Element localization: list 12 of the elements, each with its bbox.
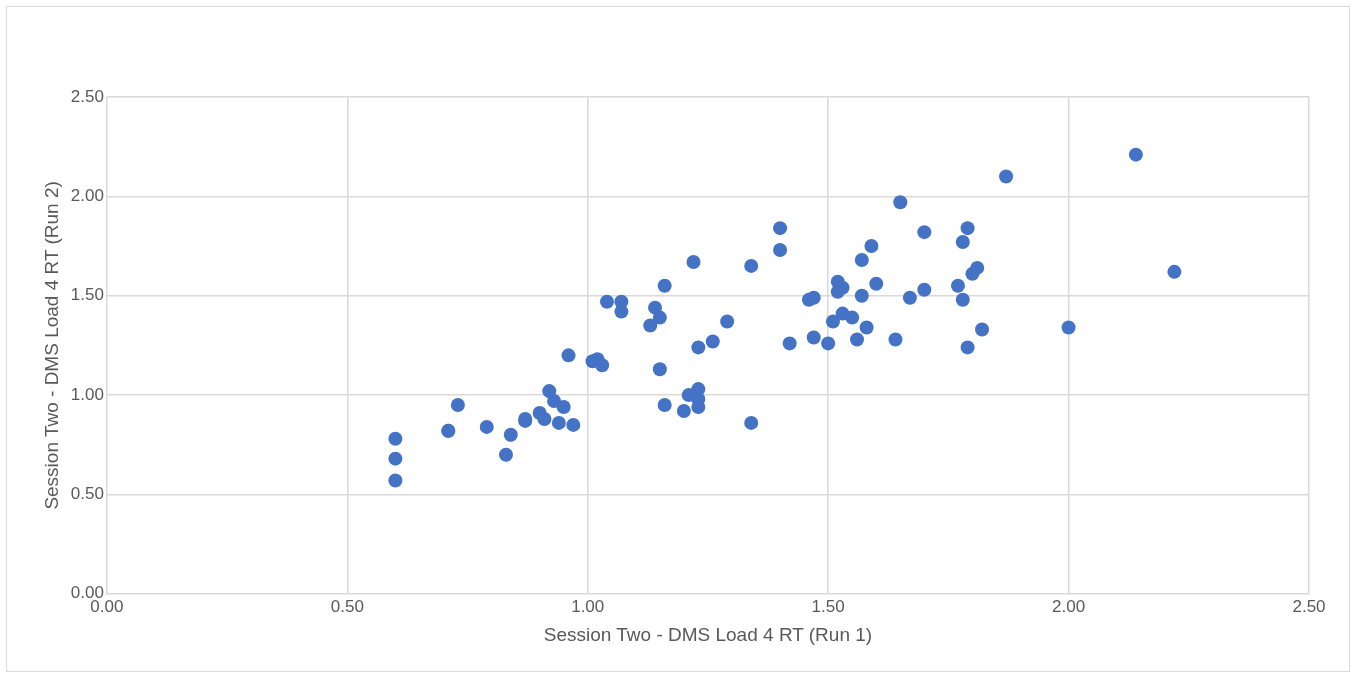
y-axis-title: Session Two - DMS Load 4 RT (Run 2) <box>40 181 62 510</box>
y-tick-label: 2.00 <box>70 186 104 206</box>
x-tick-label: 2.50 <box>1292 596 1326 616</box>
x-tick-label: 2.00 <box>1052 596 1086 616</box>
y-tick-label: 1.50 <box>70 285 104 305</box>
x-tick-label: 0.50 <box>330 596 364 616</box>
x-axis-title: Session Two - DMS Load 4 RT (Run 1) <box>543 623 873 645</box>
x-tick-label: 1.00 <box>571 596 605 616</box>
y-tick-label: 0.50 <box>70 484 104 504</box>
x-tick-label: 1.50 <box>811 596 845 616</box>
y-tick-label: 1.00 <box>70 384 104 404</box>
y-tick-label: 2.50 <box>70 86 104 106</box>
